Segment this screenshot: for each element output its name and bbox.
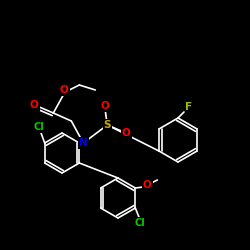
Text: S: S: [104, 120, 111, 130]
Text: N: N: [79, 138, 88, 148]
Text: O: O: [101, 101, 110, 111]
Text: O: O: [122, 128, 131, 138]
Text: O: O: [143, 180, 152, 190]
Text: Cl: Cl: [33, 122, 44, 132]
Text: F: F: [186, 102, 192, 112]
Text: O: O: [60, 85, 69, 95]
Text: O: O: [30, 100, 39, 110]
Text: Cl: Cl: [135, 218, 146, 228]
